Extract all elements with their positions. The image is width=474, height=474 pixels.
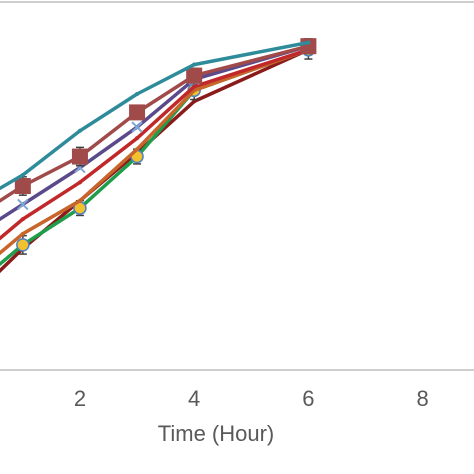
x-tick-label: 4	[188, 386, 200, 411]
data-point	[306, 40, 311, 45]
data-point-x	[17, 198, 29, 211]
x-axis-title: Time (Hour)	[158, 421, 275, 446]
data-point	[192, 62, 197, 67]
data-point	[77, 198, 82, 203]
data-point	[135, 136, 140, 141]
data-point	[77, 180, 82, 185]
data-point	[20, 172, 25, 177]
data-point	[135, 92, 140, 96]
data-point	[192, 99, 197, 104]
data-point-square	[71, 148, 88, 165]
x-tick-label: 8	[416, 386, 428, 411]
series-line	[0, 48, 310, 274]
data-point-circle	[16, 238, 30, 252]
series-line	[0, 40, 309, 191]
data-point	[77, 128, 82, 133]
x-tick-label: 2	[74, 386, 86, 411]
series-3	[0, 40, 315, 222]
x-tick-labels: 2 4 6 8	[74, 386, 429, 411]
x-tick-label: 6	[302, 386, 314, 411]
series-6	[0, 39, 316, 267]
series-layer	[0, 38, 317, 274]
series-line	[0, 48, 309, 241]
data-point	[20, 217, 25, 222]
data-point	[192, 84, 197, 89]
series-line	[0, 44, 309, 222]
data-point-square	[129, 104, 146, 121]
series-1	[0, 40, 311, 191]
data-point-square	[186, 67, 203, 84]
data-point-x	[131, 121, 143, 133]
data-point	[20, 231, 25, 236]
series-2	[0, 38, 317, 203]
data-point-square	[14, 178, 31, 194]
data-point	[135, 147, 140, 152]
series-line	[0, 44, 309, 203]
series-line	[0, 48, 309, 256]
